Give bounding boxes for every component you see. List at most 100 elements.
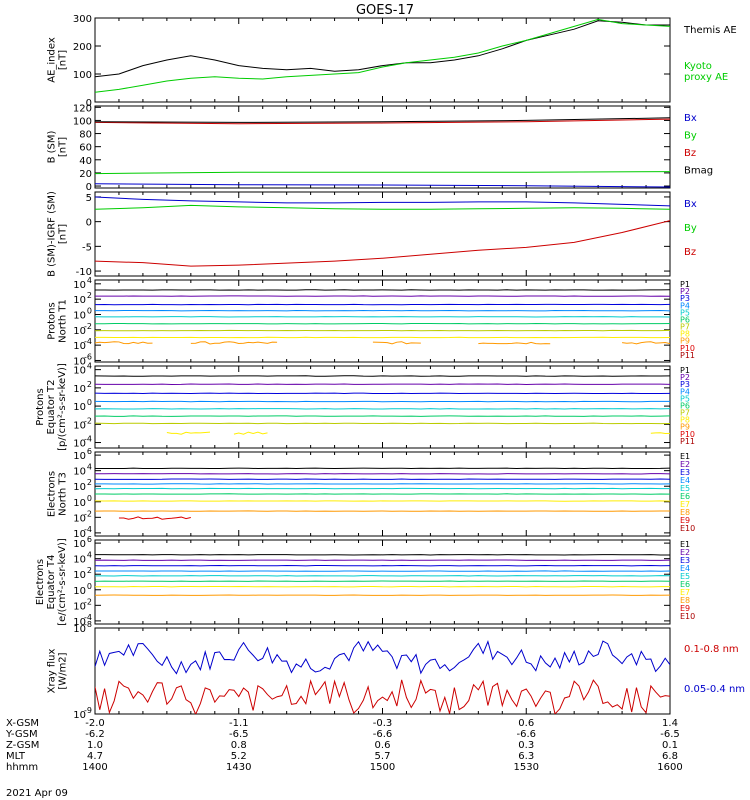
channel-legend: P4 [680,387,690,396]
legend-entry: proxy AE [684,72,728,83]
x-axis-value: -0.3 [373,718,393,729]
y-axis-label: AE_index [47,37,58,83]
panel-frame [94,539,671,625]
y-tick-exponent: 2 [87,291,92,300]
x-axis-value: 4.7 [87,751,103,762]
y-tick-exponent: 6 [87,535,92,544]
y-tick-exponent: -9 [84,706,92,715]
y-axis-label: [nT] [58,137,69,157]
y-tick-label: 0 [86,218,92,229]
y-axis-label: Equator T2 [46,380,57,435]
channel-legend: P10 [680,344,695,353]
channel-legend: P1 [680,366,690,375]
channel-legend: E5 [680,572,690,581]
legend-entry: 0.1-0.8 nm [684,644,739,655]
y-axis-label: Xray flux [47,649,58,694]
y-tick-label: 10 [73,295,86,306]
legend-entry: Bx [684,199,697,210]
y-tick-exponent: 0 [87,306,92,315]
y-tick-label: 80 [79,130,92,141]
y-tick-exponent: 4 [87,276,92,285]
series-line [95,639,670,675]
channel-legend: E4 [680,476,690,485]
y-tick-label: 10 [73,498,86,509]
y-axis-label: Protons [47,302,58,339]
legend-entry: By [684,131,697,142]
series-line [95,20,670,78]
y-tick-exponent: 4 [87,551,92,560]
series-line [95,183,670,188]
y-tick-label: 5 [86,193,92,204]
y-axis-label: Protons [35,388,46,425]
channel-line [118,516,191,520]
x-axis-value: -6.6 [373,729,393,740]
panel-frame [94,191,671,277]
plot-area [95,117,670,188]
y-tick-label: 10 [73,384,86,395]
channel-legend: E7 [680,588,690,597]
x-axis-value: -1.1 [229,718,249,729]
x-axis-value: 5.2 [231,751,247,762]
y-tick-label: 10 [73,356,86,367]
plot-area [95,289,670,345]
y-tick-exponent: -2 [84,416,92,425]
channel-legend: E2 [680,460,690,469]
channel-line [190,341,278,345]
y-tick-exponent: 2 [87,380,92,389]
x-axis-row-label: MLT [6,751,26,762]
y-tick-label: 10 [73,539,86,550]
x-axis-value: 0.8 [231,740,247,751]
y-tick-exponent: -4 [84,435,92,444]
x-axis-row-label: Z-GSM [6,740,39,751]
series-line [95,118,670,125]
y-tick-exponent: -4 [84,613,92,622]
panel-frame [94,365,671,449]
y-tick-label: 10 [73,439,86,450]
series-line [95,204,670,210]
x-axis-value: 1430 [226,762,251,773]
y-tick-exponent: 4 [87,463,92,472]
plot-area [95,196,670,267]
date-label: 2021 Apr 09 [6,788,68,799]
x-axis-value: 6.3 [518,751,534,762]
channel-legend: P10 [680,430,695,439]
panel-frame [94,105,671,189]
y-tick-label: 60 [79,143,92,154]
y-tick-label: 100 [73,70,92,81]
y-tick-label: 10 [73,451,86,462]
y-tick-label: 20 [79,169,92,180]
channel-legend: E9 [680,604,690,613]
y-tick-label: 100 [73,116,92,127]
y-tick-exponent: 4 [87,362,92,371]
channel-legend: E1 [680,540,690,549]
series-line [95,220,670,267]
y-tick-exponent: -2 [84,509,92,518]
y-tick-exponent: -2 [84,322,92,331]
channel-legend: E8 [680,508,690,517]
y-tick-label: 10 [73,529,86,540]
channel-line [233,431,268,435]
y-tick-label: 10 [73,280,86,291]
y-tick-label: 10 [73,310,86,321]
y-tick-label: -10 [76,267,92,278]
channel-legend: E4 [680,564,690,573]
y-tick-label: 10 [73,617,86,628]
panel-bsm: 0 20 40 60 80 100 120 B (SM) [nT] Bx By Bz Bmag [47,103,714,193]
y-tick-label: 10 [73,341,86,352]
channel-legend: P3 [680,380,690,389]
y-tick-exponent: 6 [87,447,92,456]
channel-line [372,341,421,345]
channel-legend: P11 [680,437,695,446]
panel-frame [94,279,671,363]
channel-line [95,341,153,345]
y-axis-label: Electrons [35,559,46,605]
channel-line [650,432,670,434]
channel-legend: P1 [680,280,690,289]
x-axis-row-label: Y-GSM [5,729,38,740]
channel-legend: E3 [680,556,690,565]
